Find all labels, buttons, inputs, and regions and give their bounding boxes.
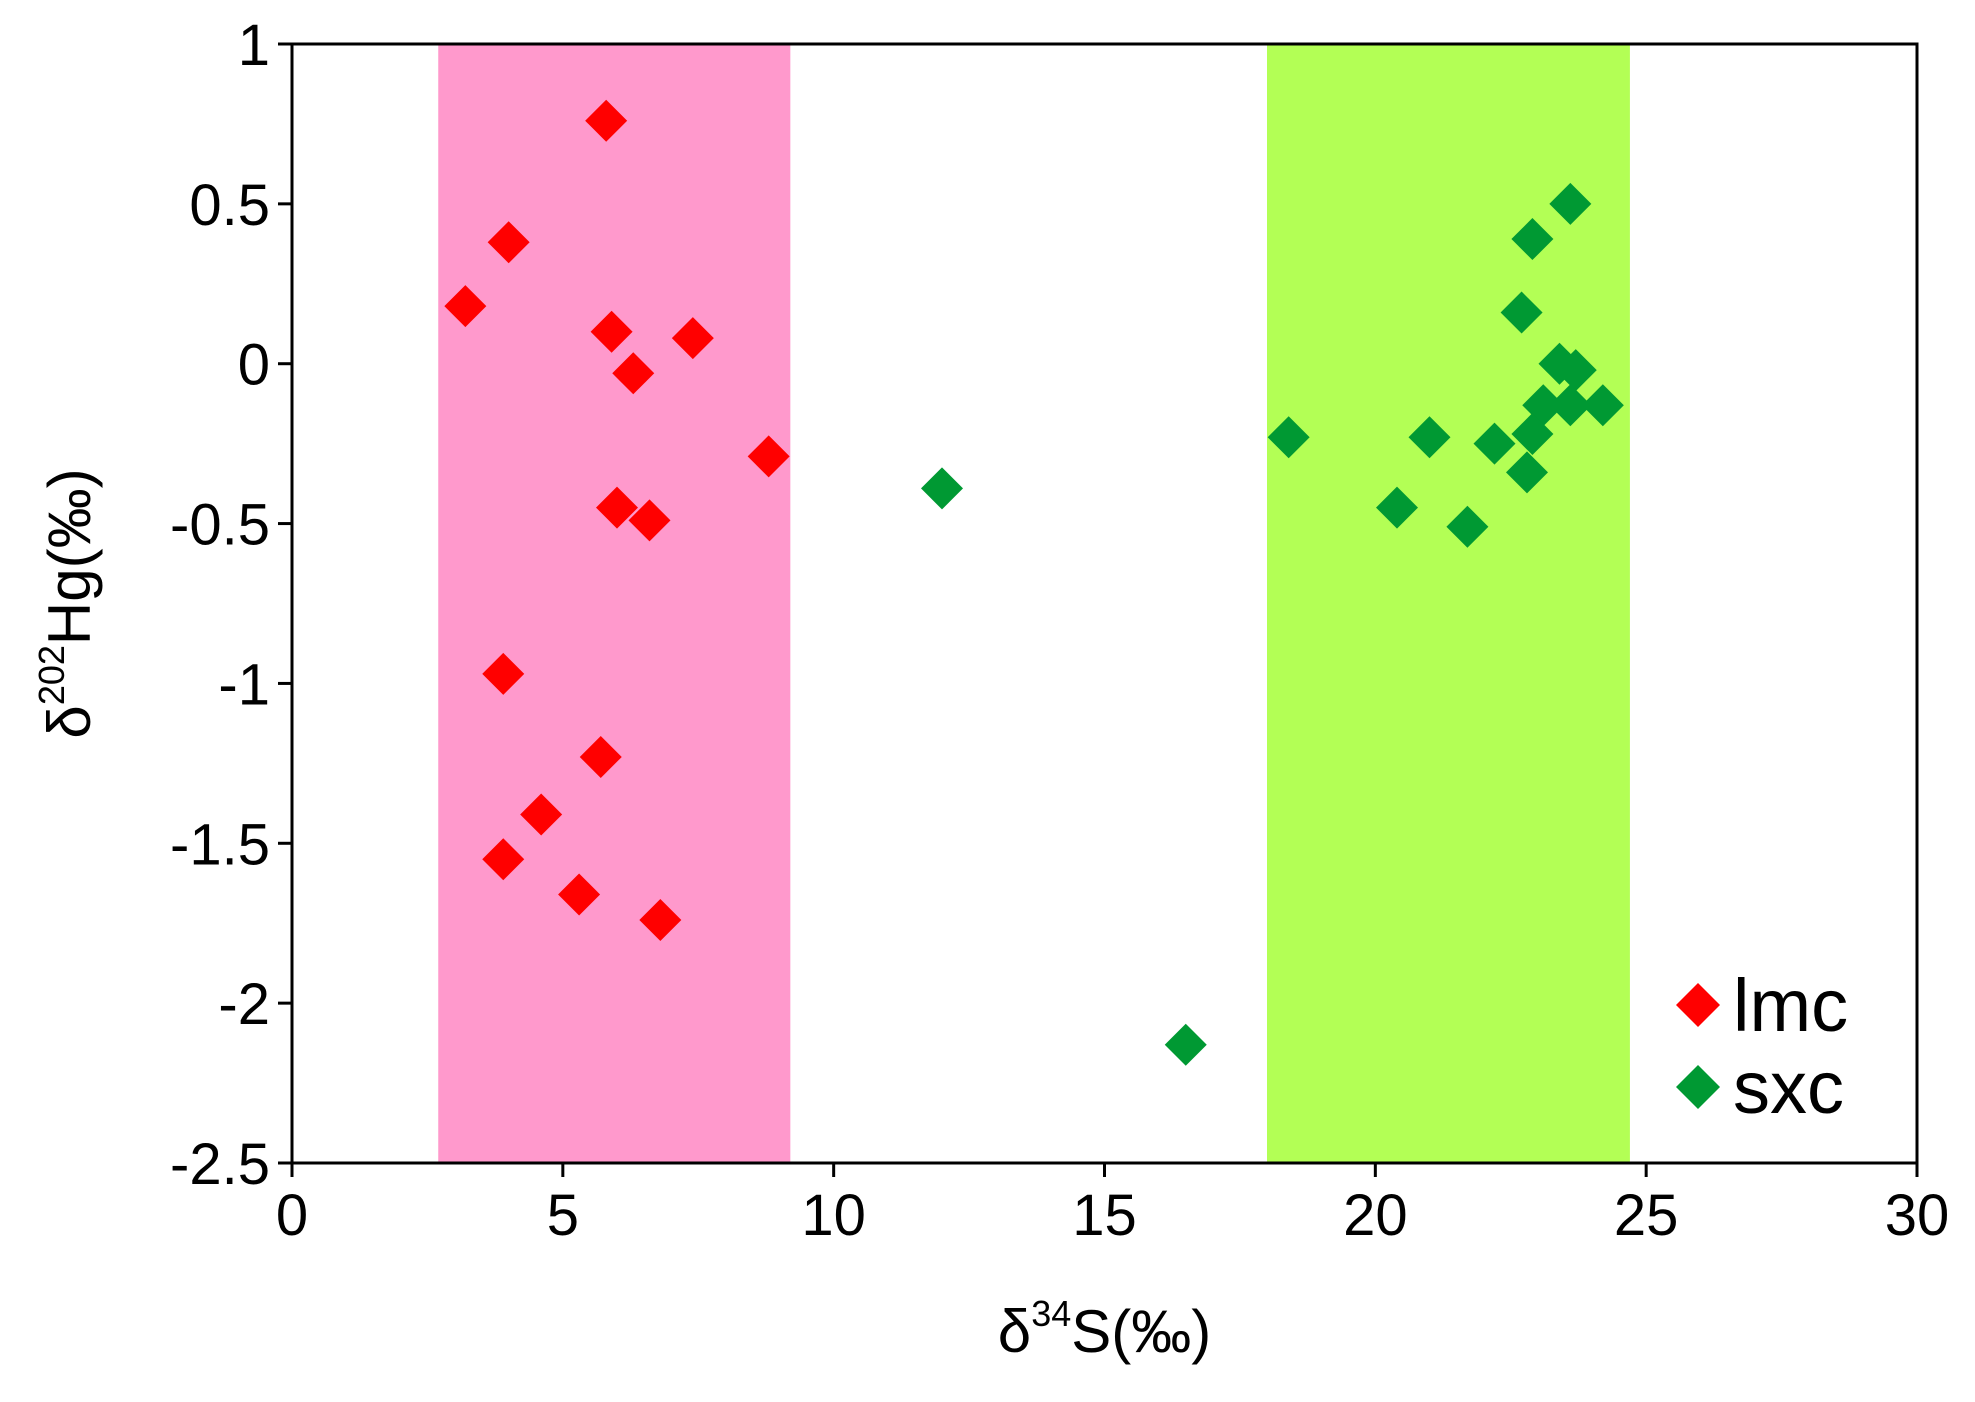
data-point-sxc [1581, 384, 1624, 427]
data-point-lmc [558, 873, 601, 916]
legend-label-lmc: lmc [1733, 964, 1848, 1047]
data-point-lmc [628, 499, 671, 542]
x-tick-label: 5 [547, 1183, 579, 1248]
data-point-lmc [520, 793, 563, 836]
x-axis-title-superscript: 34 [1031, 1293, 1071, 1334]
y-axis-title-prefix: δ [36, 705, 103, 738]
y-tick-label: -1 [218, 652, 270, 717]
data-point-sxc [1500, 291, 1543, 334]
legend-marker-lmc [1676, 983, 1720, 1027]
y-tick-label: 1 [238, 13, 270, 78]
x-axis-title-prefix: δ [998, 1298, 1031, 1365]
x-tick-label: 10 [801, 1183, 866, 1248]
y-tick-label: -2.5 [170, 1132, 270, 1197]
y-tick-label: -1.5 [170, 812, 270, 877]
data-point-lmc [747, 435, 790, 478]
x-tick-label: 30 [1885, 1183, 1950, 1248]
y-axis-title-superscript: 202 [31, 645, 72, 705]
data-point-lmc [596, 486, 638, 529]
data-point-lmc [482, 838, 525, 881]
data-point-lmc [612, 352, 655, 395]
series-sxc [921, 182, 1624, 1066]
data-point-sxc [1511, 218, 1554, 261]
data-point-lmc [487, 221, 530, 264]
data-point-lmc [590, 310, 633, 353]
background-bands [438, 44, 1630, 1163]
data-point-sxc [1554, 349, 1597, 392]
y-tick-label: -2 [218, 972, 270, 1037]
legend-item-lmc: lmc [1676, 964, 1848, 1047]
x-tick-label: 0 [276, 1183, 308, 1248]
data-points [444, 99, 1624, 1066]
x-axis-title: δ34S(‰) [998, 1293, 1211, 1365]
data-point-lmc [444, 285, 487, 328]
data-point-sxc [1446, 505, 1489, 548]
range-band-1 [438, 44, 791, 1163]
x-tick-label: 25 [1614, 1183, 1679, 1248]
legend-item-sxc: sxc [1676, 1046, 1844, 1129]
legend-marker-sxc [1676, 1065, 1720, 1109]
data-point-sxc [1267, 416, 1310, 459]
series-lmc [444, 99, 790, 942]
range-band-2 [1267, 44, 1630, 1163]
data-point-sxc [1549, 182, 1592, 225]
data-point-lmc [639, 899, 682, 942]
data-point-sxc [921, 467, 963, 510]
data-point-sxc [1549, 384, 1592, 427]
x-tick-label: 15 [1072, 1183, 1137, 1248]
y-axis: 1 0.5 0 -0.5 -1 -1.5 -2 -2.5 [170, 13, 292, 1197]
data-point-sxc [1506, 451, 1548, 494]
data-point-sxc [1376, 486, 1418, 529]
data-point-lmc [579, 735, 622, 778]
data-point-sxc [1408, 416, 1451, 459]
y-tick-label: 0.5 [189, 173, 270, 238]
y-axis-title: δ202Hg(‰) [31, 468, 103, 738]
y-axis-title-main: Hg(‰) [36, 468, 103, 645]
data-point-sxc [1511, 413, 1554, 456]
y-tick-label: 0 [238, 333, 270, 398]
data-point-lmc [585, 99, 628, 142]
x-axis-title-main: S(‰) [1071, 1298, 1211, 1365]
x-axis: 0 5 10 15 20 25 30 [276, 1163, 1949, 1248]
data-point-lmc [482, 652, 525, 695]
legend-label-sxc: sxc [1733, 1046, 1844, 1129]
data-point-sxc [1473, 422, 1516, 465]
y-tick-label: -0.5 [170, 493, 270, 558]
data-point-lmc [671, 317, 714, 360]
data-point-sxc [1164, 1023, 1207, 1066]
x-tick-label: 20 [1343, 1183, 1408, 1248]
